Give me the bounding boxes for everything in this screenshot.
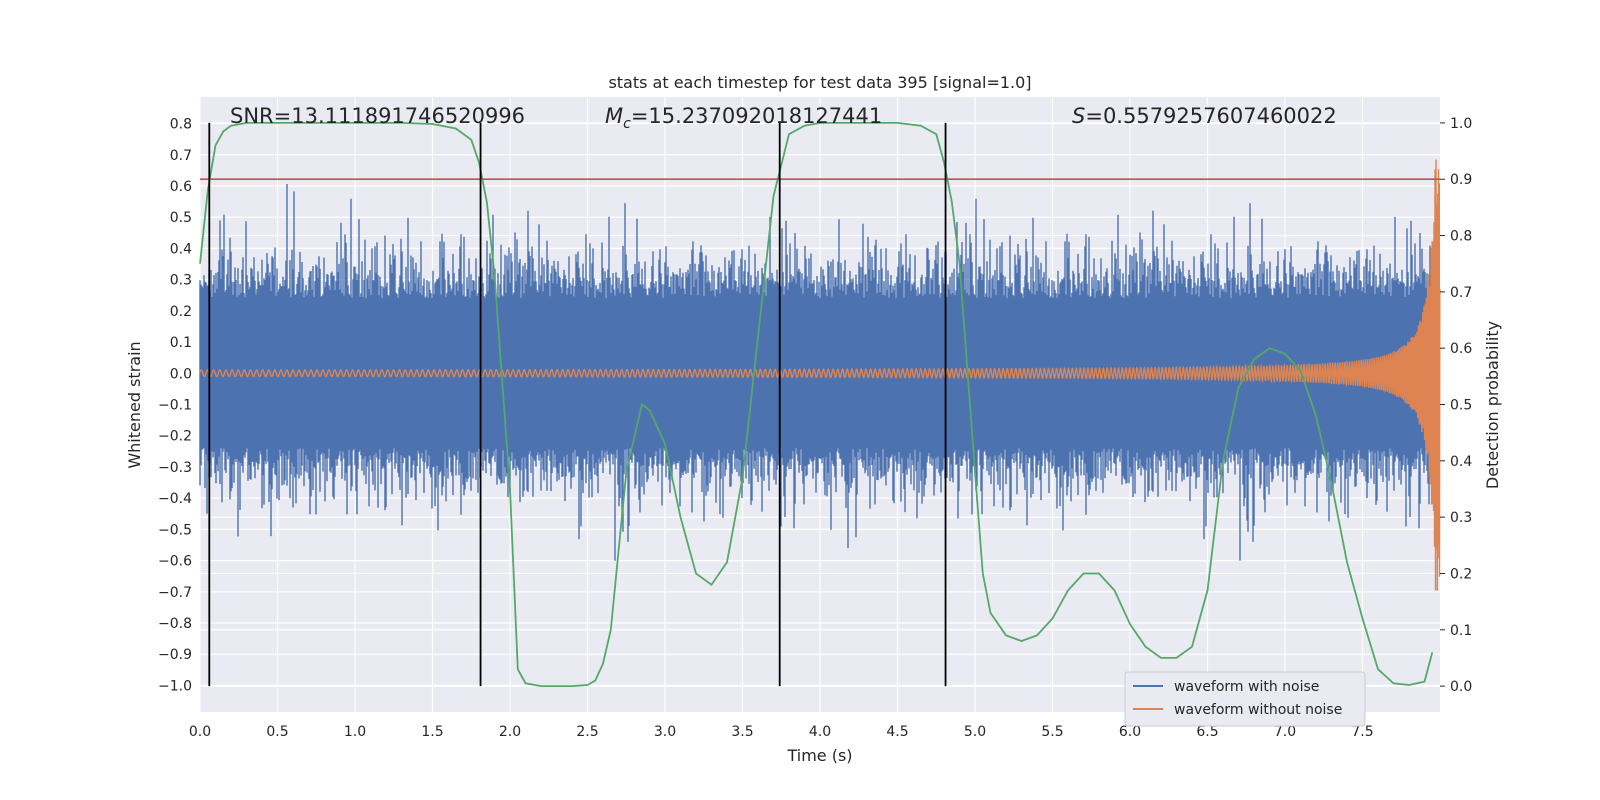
y-axis-label: Whitened strain — [125, 341, 144, 468]
x-tick-label: 4.0 — [809, 724, 831, 740]
x-axis-label: Time (s) — [786, 746, 852, 765]
y2-tick-label: 0.6 — [1450, 341, 1472, 357]
y2-tick-label: 0.9 — [1450, 172, 1472, 188]
x-tick-label: 6.0 — [1119, 724, 1141, 740]
legend-label-noise: waveform with noise — [1174, 679, 1319, 695]
x-tick-label: 3.0 — [654, 724, 676, 740]
y-tick-label: −0.5 — [158, 522, 192, 538]
x-tick-label: 4.5 — [886, 724, 908, 740]
x-tick-label: 2.5 — [576, 724, 598, 740]
x-tick-label: 5.5 — [1041, 724, 1063, 740]
y-tick-label: 0.7 — [170, 148, 192, 164]
y2-tick-label: 0.8 — [1450, 229, 1472, 245]
y-tick-label: 0.4 — [170, 241, 192, 257]
y2-tick-label: 0.5 — [1450, 398, 1472, 414]
y2-tick-label: 0.4 — [1450, 454, 1472, 470]
mc-value: =15.237092018127441 — [631, 104, 882, 128]
s-value: =0.5579257607460022 — [1085, 104, 1336, 128]
y-tick-label: −1.0 — [158, 678, 192, 694]
y2-ticks: 1.0 0.9 0.8 0.7 0.6 0.5 0.4 0.3 0.2 0.1 0.0 — [1440, 116, 1472, 695]
y-tick-label: 0.0 — [170, 366, 192, 382]
x-ticks: 0.0 0.5 1.0 1.5 2.0 2.5 3.0 3.5 4.0 4.5 5.0 5.5 6.0 6… — [189, 724, 1374, 740]
chart-title: stats at each timestep for test data 395… — [608, 73, 1031, 92]
detection-probability-line — [199, 122, 1434, 687]
y-tick-label: −0.8 — [158, 616, 192, 632]
s-symbol: S — [1072, 104, 1085, 128]
y-tick-label: −0.1 — [158, 398, 192, 414]
y-tick-label: −0.7 — [158, 585, 192, 601]
y-tick-label: −0.9 — [158, 647, 192, 663]
x-tick-label: 1.5 — [421, 724, 443, 740]
x-tick-label: 0.5 — [266, 724, 288, 740]
x-tick-label: 1.0 — [344, 724, 366, 740]
y2-tick-label: 0.0 — [1450, 679, 1472, 695]
legend-label-clean: waveform without noise — [1174, 702, 1342, 718]
y-tick-label: 0.8 — [170, 117, 192, 133]
x-tick-label: 0.0 — [189, 724, 211, 740]
mc-symbol: M — [605, 104, 623, 128]
y-tick-label: 0.5 — [170, 210, 192, 226]
y2-tick-label: 0.7 — [1450, 285, 1472, 301]
y2-tick-label: 0.3 — [1450, 510, 1472, 526]
x-tick-label: 7.0 — [1274, 724, 1296, 740]
mc-subscript: c — [623, 116, 631, 132]
legend: waveform with noise waveform without noi… — [1124, 671, 1366, 727]
legend-box — [1124, 671, 1366, 727]
y-tick-label: −0.6 — [158, 554, 192, 570]
y2-tick-label: 1.0 — [1450, 116, 1472, 132]
x-tick-label: 5.0 — [964, 724, 986, 740]
x-tick-label: 7.5 — [1351, 724, 1373, 740]
y-tick-label: 0.2 — [170, 304, 192, 320]
snr-annotation: SNR=13.111891746520996 — [230, 104, 525, 128]
y-tick-label: −0.2 — [158, 429, 192, 445]
y2-tick-label: 0.2 — [1450, 566, 1472, 582]
x-tick-label: 6.5 — [1196, 724, 1218, 740]
y-tick-label: 0.1 — [170, 335, 192, 351]
mc-annotation: Mc=15.237092018127441 — [605, 104, 882, 132]
probability-series — [199, 122, 1434, 687]
y-tick-label: 0.6 — [170, 179, 192, 195]
x-tick-label: 2.0 — [499, 724, 521, 740]
s-annotation: S=0.5579257607460022 — [1072, 104, 1337, 128]
chirp-series — [199, 159, 1441, 591]
y2-axis-label: Detection probability — [1483, 321, 1502, 489]
y-tick-label: −0.4 — [158, 491, 192, 507]
y-tick-label: −0.3 — [158, 460, 192, 476]
clean-waveform — [199, 159, 1441, 591]
y-tick-label: 0.3 — [170, 273, 192, 289]
y-ticks: 0.8 0.7 0.6 0.5 0.4 0.3 0.2 0.1 0.0 −0.1 −0.2 −0.3 −… — [158, 117, 192, 695]
x-tick-label: 3.5 — [731, 724, 753, 740]
vertical-lines — [208, 122, 947, 687]
y2-tick-label: 0.1 — [1450, 623, 1472, 639]
